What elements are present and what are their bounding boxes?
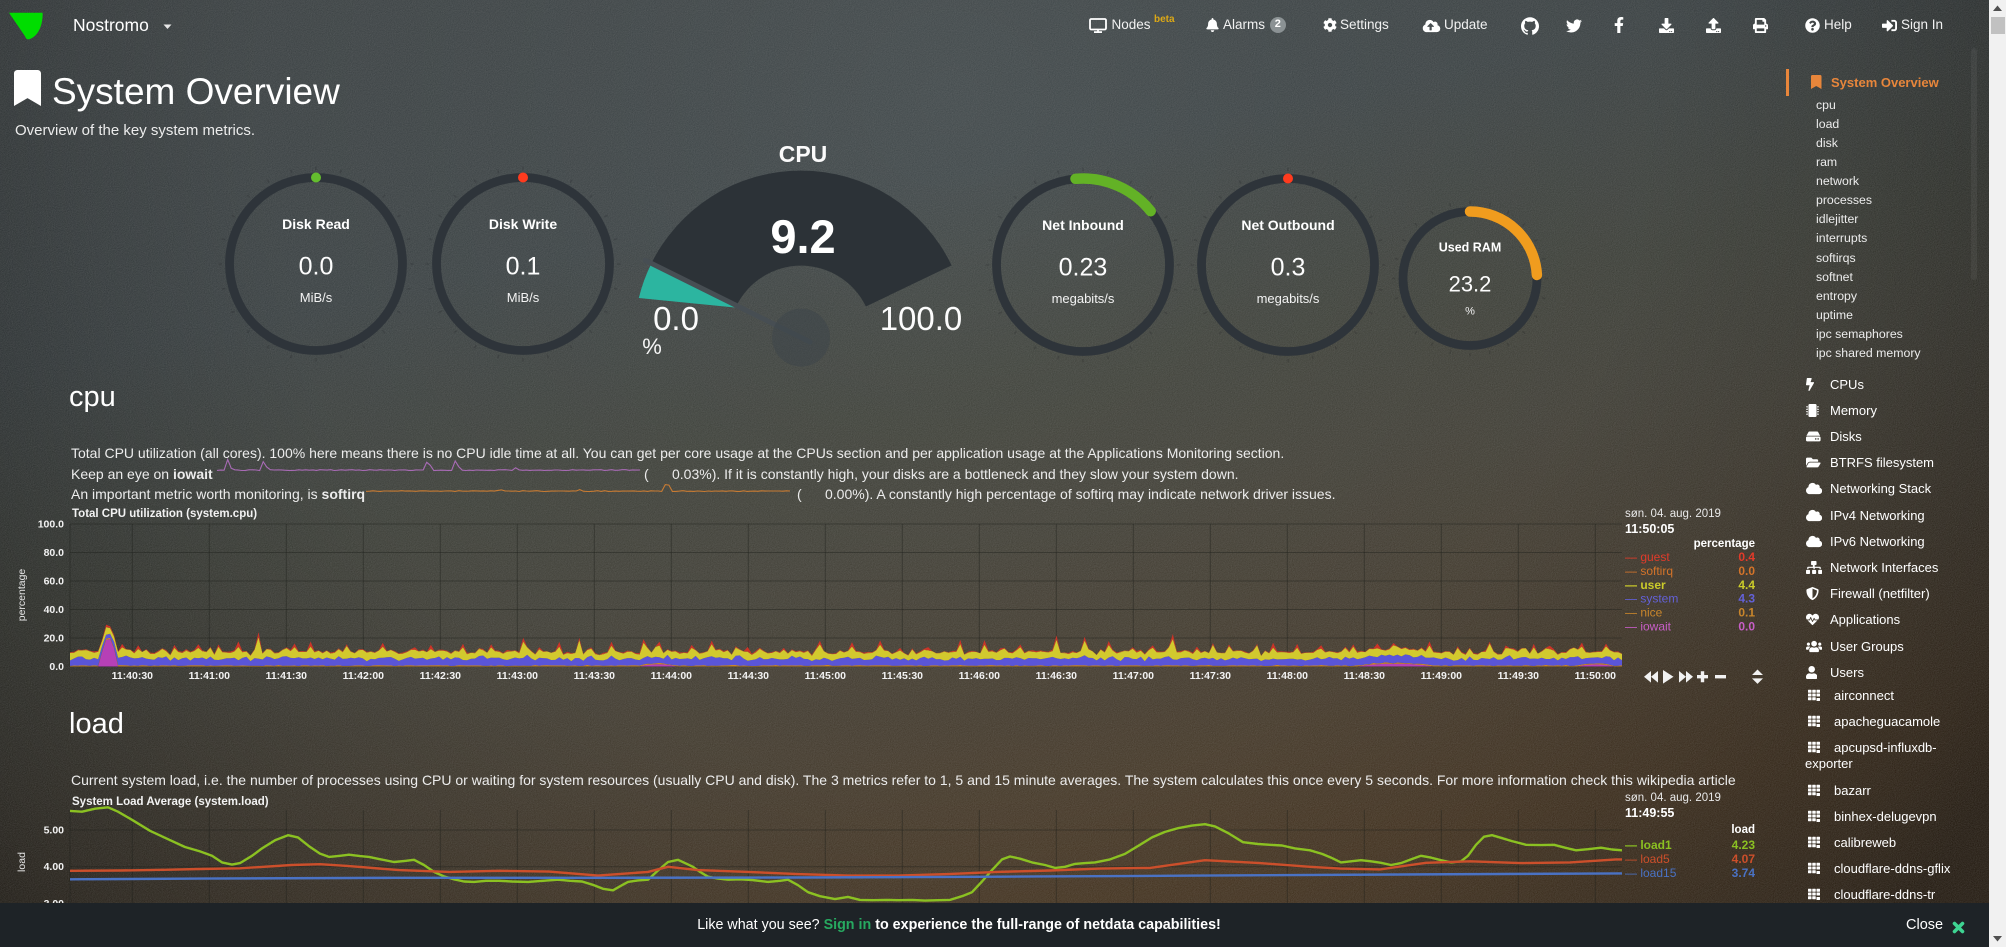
svg-text:4.07: 4.07 <box>1732 852 1756 866</box>
svg-text:— nice: — nice <box>1625 606 1663 620</box>
svg-text:11:43:30: 11:43:30 <box>574 670 616 682</box>
svg-text:— user: — user <box>1625 578 1666 592</box>
svg-text:80.0: 80.0 <box>44 547 65 559</box>
svg-text:Used RAM: Used RAM <box>1439 241 1502 255</box>
svg-text:11:45:30: 11:45:30 <box>882 670 924 682</box>
svg-text:11:43:00: 11:43:00 <box>497 670 539 682</box>
svg-text:11:45:00: 11:45:00 <box>805 670 847 682</box>
svg-text:60.0: 60.0 <box>44 576 65 588</box>
svg-text:søn. 04. aug. 2019: søn. 04. aug. 2019 <box>1625 508 1721 520</box>
svg-text:load: load <box>1731 824 1755 836</box>
svg-text:4.4: 4.4 <box>1738 578 1755 592</box>
svg-text:0.0: 0.0 <box>299 253 334 281</box>
svg-text:percentage: percentage <box>1694 538 1755 550</box>
svg-text:0.3: 0.3 <box>1271 254 1306 282</box>
svg-text:11:42:30: 11:42:30 <box>420 670 462 682</box>
svg-text:11:41:30: 11:41:30 <box>266 670 308 682</box>
svg-text:CPU: CPU <box>779 141 828 167</box>
svg-text:11:49:00: 11:49:00 <box>1421 670 1463 682</box>
svg-text:4.00: 4.00 <box>44 861 65 873</box>
svg-text:3.74: 3.74 <box>1732 866 1756 880</box>
svg-text:load: load <box>16 852 28 872</box>
svg-text:— system: — system <box>1625 592 1678 606</box>
svg-text:11:50:05: 11:50:05 <box>1625 522 1674 536</box>
svg-text:20.0: 20.0 <box>44 633 65 645</box>
svg-text:100.0: 100.0 <box>38 519 64 531</box>
svg-text:megabits/s: megabits/s <box>1257 291 1320 306</box>
svg-text:11:47:00: 11:47:00 <box>1113 670 1155 682</box>
svg-text:— guest: — guest <box>1625 550 1670 564</box>
svg-text:0.1: 0.1 <box>506 253 541 281</box>
svg-text:23.2: 23.2 <box>1449 272 1492 297</box>
svg-text:11:48:30: 11:48:30 <box>1344 670 1386 682</box>
svg-text:0.0: 0.0 <box>49 661 64 673</box>
svg-text:Net Outbound: Net Outbound <box>1241 217 1334 233</box>
svg-text:0.0: 0.0 <box>1738 620 1755 634</box>
svg-text:System Load Average (system.lo: System Load Average (system.load) <box>72 796 269 808</box>
svg-text:4.23: 4.23 <box>1732 838 1756 852</box>
svg-text:0.0: 0.0 <box>1738 564 1755 578</box>
svg-text:0.23: 0.23 <box>1059 254 1108 282</box>
svg-text:0.1: 0.1 <box>1738 606 1755 620</box>
svg-text:— load15: — load15 <box>1625 866 1677 880</box>
svg-text:11:42:00: 11:42:00 <box>343 670 385 682</box>
svg-text:MiB/s: MiB/s <box>300 290 333 305</box>
svg-text:søn. 04. aug. 2019: søn. 04. aug. 2019 <box>1625 792 1721 804</box>
svg-text:100.0: 100.0 <box>880 300 963 337</box>
svg-text:percentage: percentage <box>16 569 28 622</box>
svg-text:MiB/s: MiB/s <box>507 290 540 305</box>
svg-text:11:50:00: 11:50:00 <box>1575 670 1617 682</box>
svg-text:— iowait: — iowait <box>1625 620 1672 634</box>
svg-text:11:49:55: 11:49:55 <box>1625 806 1674 820</box>
svg-text:40.0: 40.0 <box>44 604 65 616</box>
svg-text:11:44:30: 11:44:30 <box>728 670 770 682</box>
svg-text:— softirq: — softirq <box>1625 564 1673 578</box>
svg-text:Net Inbound: Net Inbound <box>1042 217 1124 233</box>
svg-text:11:49:30: 11:49:30 <box>1498 670 1540 682</box>
svg-text:11:47:30: 11:47:30 <box>1190 670 1232 682</box>
svg-text:Disk Write: Disk Write <box>489 216 557 232</box>
svg-text:11:46:00: 11:46:00 <box>959 670 1001 682</box>
svg-text:0.4: 0.4 <box>1738 550 1755 564</box>
svg-text:5.00: 5.00 <box>44 825 65 837</box>
svg-text:4.3: 4.3 <box>1738 592 1755 606</box>
svg-text:— load5: — load5 <box>1625 852 1670 866</box>
svg-text:megabits/s: megabits/s <box>1052 291 1115 306</box>
svg-text:Disk Read: Disk Read <box>282 216 350 232</box>
svg-text:11:40:30: 11:40:30 <box>112 670 154 682</box>
svg-text:11:46:30: 11:46:30 <box>1036 670 1078 682</box>
svg-text:11:48:00: 11:48:00 <box>1267 670 1309 682</box>
svg-text:%: % <box>642 334 662 359</box>
svg-text:11:44:00: 11:44:00 <box>651 670 693 682</box>
svg-text:11:41:00: 11:41:00 <box>189 670 231 682</box>
svg-text:0.0: 0.0 <box>653 300 699 337</box>
svg-text:— load1: — load1 <box>1625 838 1672 852</box>
svg-text:%: % <box>1465 306 1475 318</box>
svg-text:Total CPU utilization (system.: Total CPU utilization (system.cpu) <box>72 508 257 520</box>
svg-text:9.2: 9.2 <box>770 210 835 263</box>
